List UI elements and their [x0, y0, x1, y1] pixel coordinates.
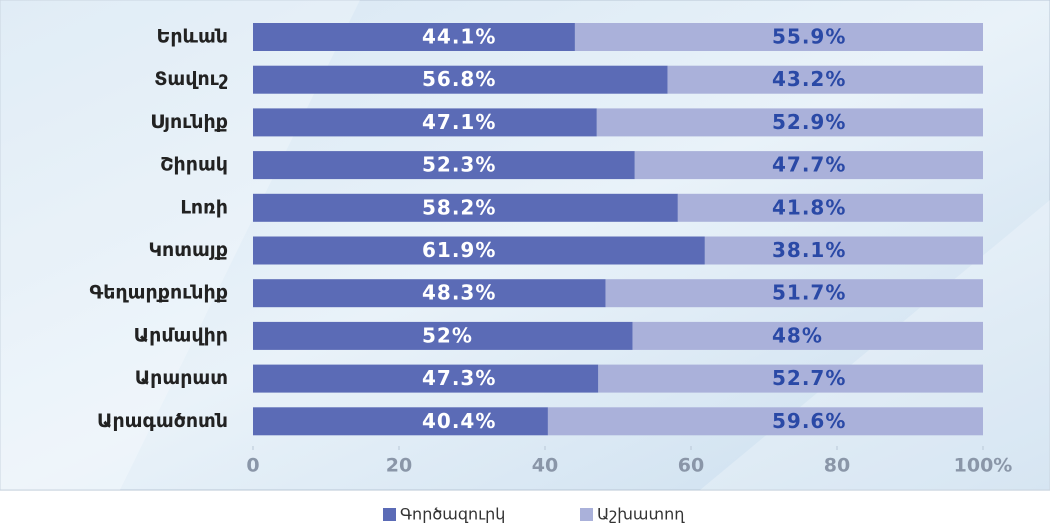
value-label: 52.3%: [422, 153, 496, 177]
value-label: 52%: [422, 323, 473, 347]
bar-segment: [253, 279, 606, 308]
category-label: Արարատ: [135, 367, 228, 389]
bar-segment: [253, 364, 599, 393]
value-label: 47.1%: [422, 110, 496, 134]
category-label: Արագածոտն: [97, 410, 228, 432]
bar-segment: [253, 23, 575, 51]
bar-segment: [596, 108, 983, 137]
x-tick-label: 40: [532, 455, 558, 477]
bar-segment: [253, 193, 678, 222]
bar-segment: [253, 321, 633, 350]
value-label: 47.7%: [772, 153, 846, 177]
category-label: Սյունիք: [150, 111, 228, 133]
bar-segment: [667, 65, 983, 94]
bar-segment: [574, 23, 983, 51]
bar-segment: [253, 407, 548, 436]
bar-segment: [253, 151, 635, 180]
category-label: Գեղարքունիք: [89, 282, 228, 304]
value-label: 47.3%: [422, 366, 496, 390]
x-tick-label: 0: [246, 455, 259, 477]
value-label: 38.1%: [772, 238, 846, 262]
value-label: 48%: [772, 323, 823, 347]
bar-segment: [253, 108, 597, 137]
legend-swatch: [580, 508, 593, 521]
value-label: 55.9%: [772, 25, 846, 49]
category-label: Երևան: [156, 26, 228, 48]
value-label: 48.3%: [422, 281, 496, 305]
bar-segment: [253, 65, 668, 94]
legend-label: Աշխատող: [597, 505, 685, 524]
x-tick-label: 60: [678, 455, 704, 477]
value-label: 44.1%: [422, 25, 496, 49]
category-label: Կոտայք: [148, 239, 228, 261]
value-label: 43.2%: [772, 67, 846, 91]
category-label: Շիրակ: [160, 154, 228, 176]
value-label: 40.4%: [422, 409, 496, 433]
x-tick-label: 20: [386, 455, 412, 477]
category-label: Լոռի: [180, 196, 228, 218]
value-label: 59.6%: [772, 409, 846, 433]
bar-segment: [253, 236, 705, 265]
value-label: 61.9%: [422, 238, 496, 262]
x-tick-label: 100%: [954, 455, 1013, 477]
bar-segment: [704, 236, 983, 265]
x-tick-label: 80: [824, 455, 850, 477]
value-label: 58.2%: [422, 195, 496, 219]
category-label: Արմավիր: [134, 324, 228, 346]
bar-segment: [632, 321, 983, 350]
value-label: 52.9%: [772, 110, 846, 134]
bar-segment: [598, 364, 983, 393]
bar-segment: [634, 151, 983, 180]
value-label: 56.8%: [422, 67, 496, 91]
legend-swatch: [383, 508, 396, 521]
value-label: 52.7%: [772, 366, 846, 390]
bar-segment: [547, 407, 983, 436]
value-label: 41.8%: [772, 195, 846, 219]
bar-segment: [677, 193, 983, 222]
legend-label: Գործազուրկ: [400, 505, 505, 524]
category-label: Տավուշ: [154, 68, 228, 90]
value-label: 51.7%: [772, 281, 846, 305]
bar-segment: [605, 279, 983, 308]
